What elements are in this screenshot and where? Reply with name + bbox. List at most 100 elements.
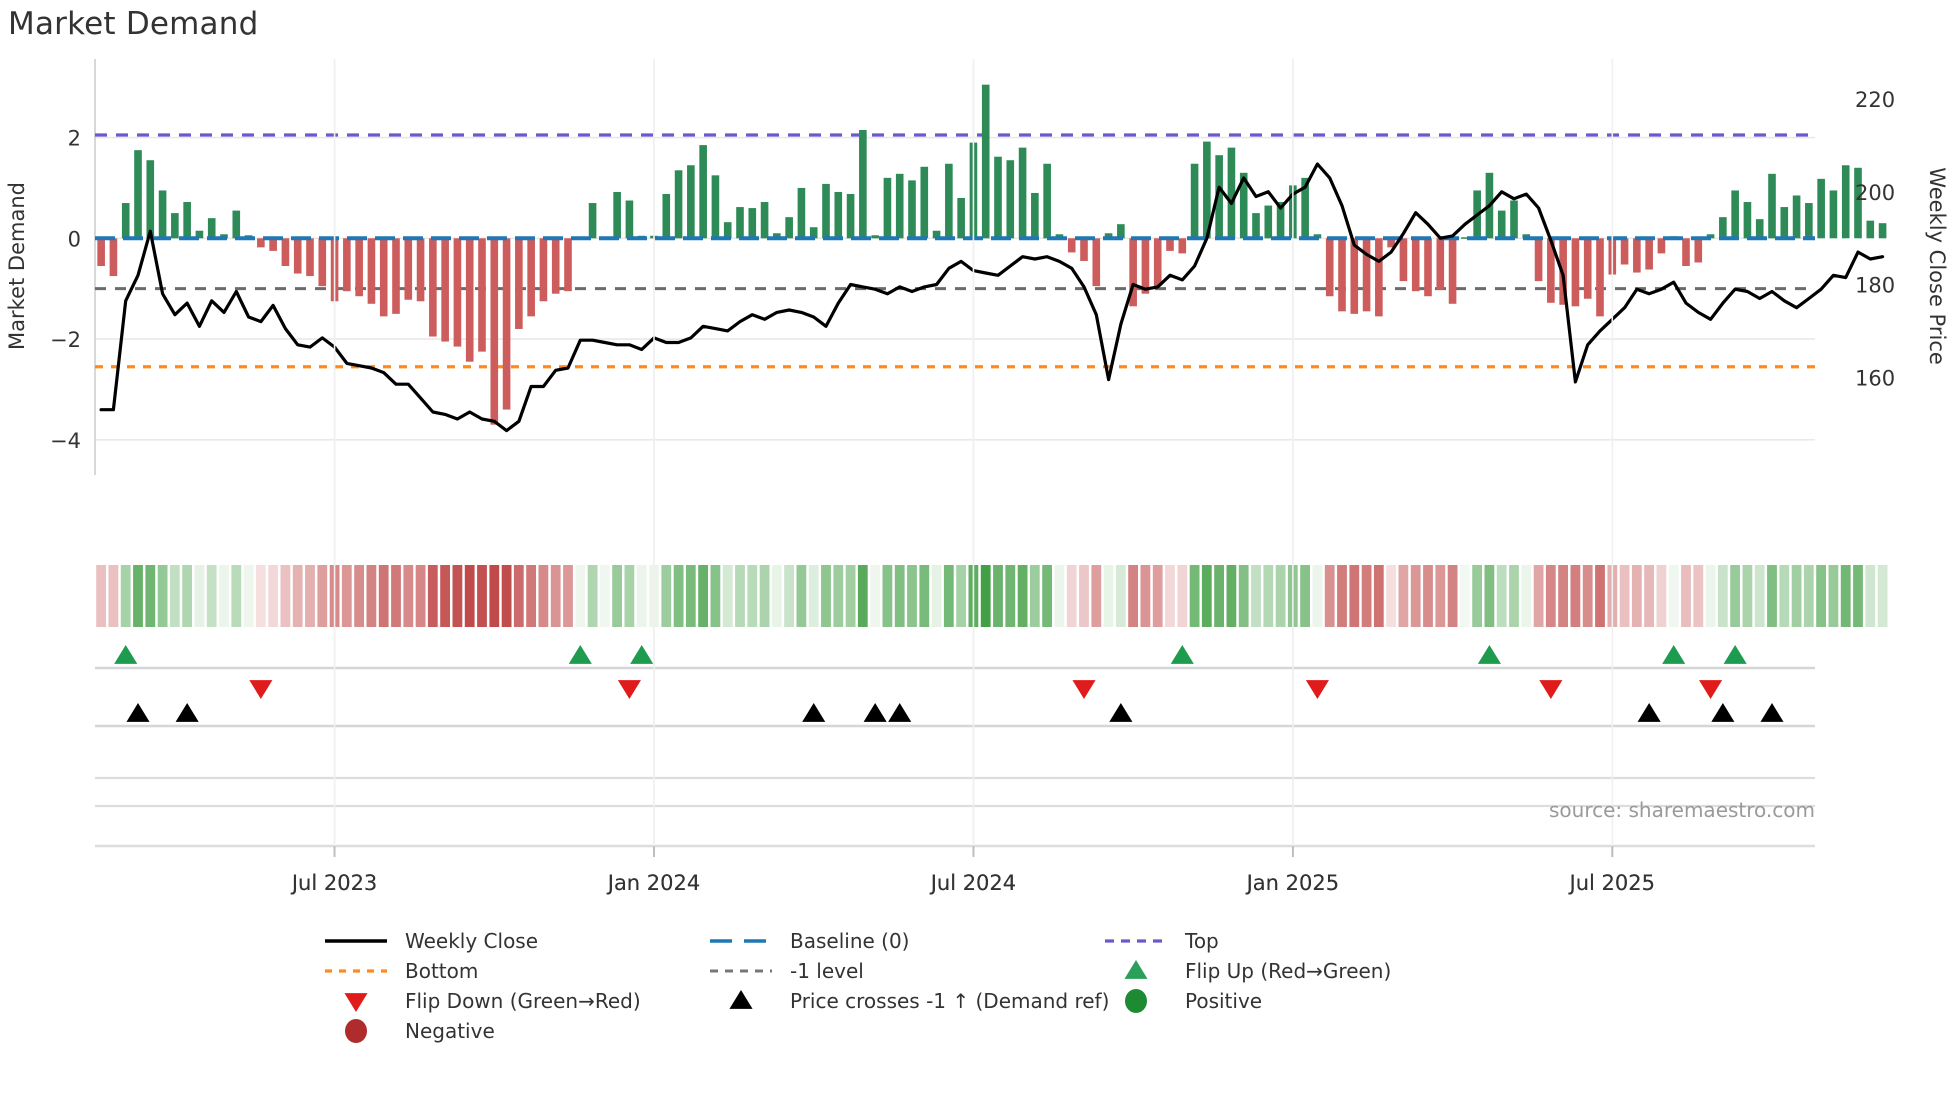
- demand-bar: [515, 238, 523, 329]
- demand-bar: [195, 230, 204, 239]
- intensity-cell: [1693, 565, 1704, 627]
- demand-bar: [1706, 234, 1715, 239]
- chart-legend: Weekly Close Baseline (0) Top Bottom -1 leve…: [325, 929, 1391, 1043]
- intensity-cell: [280, 565, 291, 627]
- demand-bar: [908, 180, 916, 239]
- intensity-cell: [427, 565, 438, 627]
- demand-bar: [1571, 238, 1580, 307]
- right-axis-tick-label: 220: [1855, 88, 1895, 112]
- demand-bar: [859, 130, 867, 239]
- legend-item[interactable]: Bottom: [325, 959, 478, 983]
- intensity-cell: [1079, 565, 1089, 627]
- price-cross-marker: [863, 703, 887, 722]
- intensity-cell: [317, 565, 328, 627]
- intensity-cell: [255, 565, 266, 627]
- intensity-cell: [698, 565, 708, 627]
- intensity-cell: [145, 565, 156, 627]
- legend-item-label: Flip Up (Red→Green): [1185, 959, 1391, 983]
- demand-bar: [1731, 190, 1739, 239]
- demand-bar: [134, 150, 142, 239]
- intensity-cell: [1152, 565, 1163, 627]
- demand-bar: [822, 183, 830, 239]
- demand-bar: [1153, 238, 1162, 287]
- intensity-cell: [231, 565, 242, 627]
- demand-bar: [723, 222, 732, 239]
- demand-bar: [121, 203, 130, 239]
- intensity-cell: [1435, 565, 1446, 627]
- demand-bar: [318, 238, 327, 287]
- intensity-cell: [931, 565, 942, 627]
- legend-item[interactable]: Negative: [345, 1019, 495, 1043]
- intensity-cell: [341, 565, 352, 627]
- demand-bar: [1018, 147, 1027, 239]
- intensity-cell: [771, 565, 782, 627]
- intensity-cell: [1730, 565, 1740, 627]
- intensity-cell: [1029, 565, 1040, 627]
- intensity-cell: [354, 565, 364, 627]
- flip-up-marker: [1477, 645, 1501, 664]
- intensity-cell: [489, 565, 500, 627]
- legend-item[interactable]: Price crosses -1 ↑ (Demand ref): [729, 989, 1109, 1013]
- intensity-cell: [1017, 565, 1028, 627]
- right-axis-ticks: 220 200 180 160: [1855, 88, 1895, 390]
- intensity-cell: [1177, 565, 1188, 627]
- demand-bar: [1264, 205, 1273, 239]
- intensity-cell: [919, 565, 930, 627]
- intensity-cell: [1533, 565, 1544, 627]
- legend-item[interactable]: Flip Up (Red→Green): [1124, 959, 1391, 983]
- intensity-cell: [1214, 565, 1224, 627]
- price-cross-marker: [126, 703, 150, 722]
- intensity-cell: [1226, 565, 1237, 627]
- demand-bar: [1448, 238, 1457, 304]
- demand-bar: [1092, 238, 1101, 287]
- demand-bar: [809, 227, 818, 239]
- demand-bar: [429, 238, 437, 337]
- demand-bar: [281, 238, 290, 266]
- demand-bar: [269, 238, 277, 251]
- intensity-cell: [464, 565, 475, 627]
- intensity-cell: [1816, 565, 1826, 627]
- x-axis-ticks: Jul 2023 Jan 2024 Jul 2024 Jan 2025 Jul 2025: [290, 59, 1655, 895]
- legend-item[interactable]: Positive: [1125, 989, 1262, 1013]
- demand-bar: [1694, 238, 1703, 263]
- demand-bar: [674, 170, 683, 239]
- demand-bar: [1203, 141, 1211, 239]
- demand-bar: [1141, 238, 1150, 294]
- demand-bar: [1522, 234, 1531, 239]
- intensity-cell: [1717, 565, 1728, 627]
- intensity-cell: [882, 565, 893, 627]
- demand-bar: [183, 202, 191, 239]
- left-axis-ticks: 2 0 −2 −4: [50, 127, 81, 453]
- intensity-cell: [857, 565, 868, 627]
- intensity-cell: [452, 565, 463, 627]
- legend-item[interactable]: Flip Down (Green→Red): [344, 989, 641, 1013]
- demand-bar: [1878, 223, 1887, 239]
- demand-bar: [662, 193, 671, 239]
- intensity-cell: [1595, 565, 1605, 627]
- demand-bar: [1792, 195, 1801, 239]
- legend-item[interactable]: Weekly Close: [325, 929, 538, 953]
- demand-bar: [1117, 224, 1125, 239]
- legend-item[interactable]: -1 level: [710, 959, 864, 983]
- intensity-cell: [1509, 565, 1519, 627]
- demand-bar: [1166, 238, 1174, 251]
- intensity-cell: [1472, 565, 1482, 627]
- intensity-cell: [538, 565, 549, 627]
- intensity-cell: [1447, 565, 1458, 627]
- legend-item[interactable]: Top: [1105, 929, 1219, 953]
- legend-item-label: Positive: [1185, 989, 1262, 1013]
- intensity-cell: [1521, 565, 1532, 627]
- demand-bar: [539, 238, 548, 302]
- demand-bar: [625, 200, 634, 239]
- intensity-cell: [673, 565, 684, 627]
- legend-item[interactable]: Baseline (0): [710, 929, 909, 953]
- intensity-cell: [1681, 565, 1691, 627]
- demand-bar: [1362, 238, 1371, 312]
- right-axis-title: Weekly Close Price: [1925, 167, 1949, 365]
- intensity-cell: [1496, 565, 1507, 627]
- intensity-cell: [1877, 565, 1888, 627]
- intensity-cell: [1091, 565, 1102, 627]
- demand-bar: [748, 208, 757, 239]
- intensity-cell: [1189, 565, 1200, 627]
